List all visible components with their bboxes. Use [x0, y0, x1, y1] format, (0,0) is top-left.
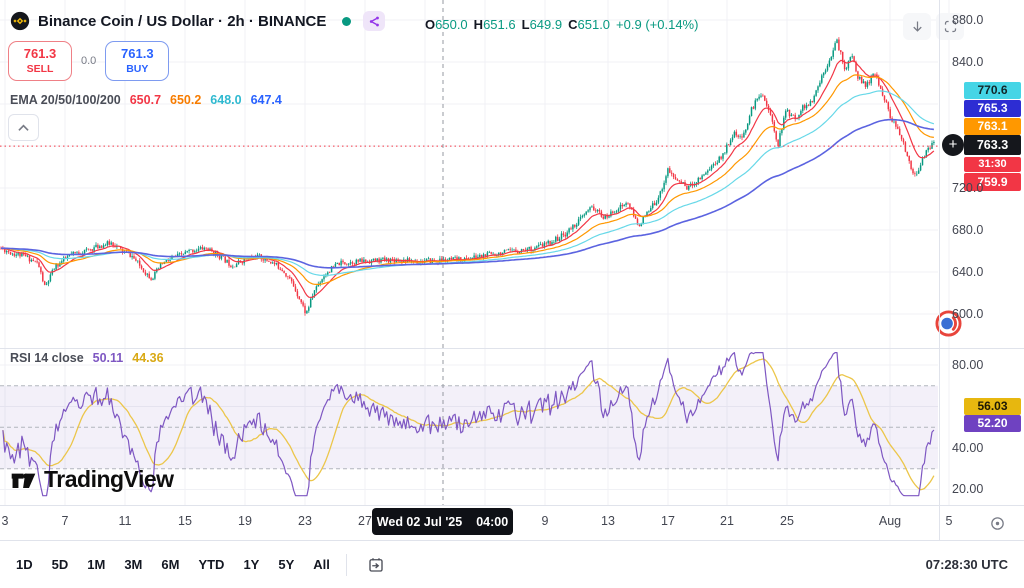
crosshair-price-badge: 763.3 [964, 135, 1021, 155]
trade-panel: 761.3 SELL 0.0 761.3 BUY [8, 41, 170, 81]
price-axis-label: 880.0 [952, 13, 984, 27]
date-range-tabs: 1D 5D 1M 3M 6M YTD 1Y 5Y All [16, 557, 330, 572]
economic-event-icon[interactable] [935, 310, 962, 337]
range-tab-5y[interactable]: 5Y [278, 557, 295, 572]
range-tab-1y[interactable]: 1Y [243, 557, 260, 572]
buy-button[interactable]: 761.3 BUY [105, 41, 170, 81]
axis-separator [0, 505, 1024, 506]
ema50-price-badge: 763.1 [964, 118, 1021, 135]
rsi-ma-badge: 56.03 [964, 398, 1021, 415]
time-axis-tick: 13 [601, 514, 615, 528]
time-axis-tick: 17 [661, 514, 675, 528]
range-tab-1m[interactable]: 1M [87, 557, 106, 572]
time-axis-tick: 23 [298, 514, 312, 528]
open-value: 650.0 [435, 17, 468, 32]
arrow-down-icon [912, 21, 922, 32]
sell-price: 761.3 [23, 46, 57, 62]
toolbar-separator [0, 540, 1024, 541]
ema-label: EMA 20/50/100/200 [10, 93, 121, 107]
watermark-text: TradingView [44, 466, 174, 492]
price-axis-label: 720.0 [952, 181, 984, 195]
range-tab-5d[interactable]: 5D [51, 557, 69, 572]
time-axis-tick: 25 [780, 514, 794, 528]
symbol-title[interactable]: Binance Coin / US Dollar · 2h · BINANCE [38, 12, 327, 30]
time-axis-tick: 9 [541, 514, 549, 528]
time-axis-tick: 19 [238, 514, 252, 528]
bar-countdown-badge: 31:30 [964, 157, 1021, 172]
ema-indicator-legend[interactable]: EMA 20/50/100/200 650.7 650.2 648.0 647.… [10, 93, 282, 107]
rsi-axis-label: 40.00 [952, 441, 984, 455]
share-chip[interactable] [363, 11, 386, 31]
symbol-header: Binance Coin / US Dollar · 2h · BINANCE [10, 11, 386, 31]
calendar-goto-icon [369, 557, 383, 572]
time-axis-tick: 27 [358, 514, 372, 528]
range-tab-1d[interactable]: 1D [16, 557, 33, 572]
share-icon [369, 16, 379, 26]
range-tab-3m[interactable]: 3M [124, 557, 143, 572]
ema20-value: 650.7 [129, 93, 162, 107]
tooltip-time: 04:00 [476, 514, 509, 529]
spread-value: 0.0 [81, 55, 97, 67]
tradingview-logo-icon [11, 473, 36, 488]
buy-price: 761.3 [121, 46, 154, 62]
ema100-value: 648.0 [210, 93, 242, 107]
tooltip-date: Wed 02 Jul '25 [376, 514, 463, 529]
collapse-legend-button[interactable] [8, 114, 39, 141]
ema100-price-badge: 770.6 [964, 82, 1021, 99]
change-value: +0.9 (+0.14%) [616, 17, 699, 32]
time-axis-tick: 3 [1, 514, 9, 528]
low-value: 649.9 [529, 17, 563, 32]
axis-settings-button[interactable] [985, 511, 1009, 535]
price-axis-label: 840.0 [952, 55, 984, 69]
maximize-pane-button[interactable] [936, 13, 964, 40]
close-value: 651.0 [577, 17, 611, 32]
ema50-value: 650.2 [170, 93, 202, 107]
utc-clock[interactable]: 07:28:30 UTC [925, 557, 1008, 572]
target-circle-icon [990, 516, 1004, 530]
scroll-to-recent-button[interactable] [903, 13, 931, 40]
rsi-label: RSI 14 close [10, 351, 84, 365]
ema200-price-badge: 765.3 [964, 100, 1021, 117]
rsi-badge: 52.20 [964, 415, 1021, 432]
tradingview-watermark: TradingView [10, 466, 174, 493]
range-tab-ytd[interactable]: YTD [198, 557, 225, 572]
market-open-dot-icon [342, 16, 352, 26]
price-axis-label: 680.0 [952, 223, 984, 237]
restore-brackets-icon [944, 20, 956, 33]
go-to-date-button[interactable] [363, 552, 389, 578]
range-tab-all[interactable]: All [313, 557, 330, 572]
last-price-badge: 759.9 [964, 173, 1021, 191]
price-scale-divider[interactable] [939, 0, 940, 540]
binance-coin-icon [10, 11, 30, 31]
time-axis-tick: 7 [61, 514, 69, 528]
time-axis-tick: 21 [720, 514, 734, 528]
sell-button[interactable]: 761.3 SELL [8, 41, 72, 81]
time-axis-tick: 5 [945, 514, 953, 528]
rsi-axis-label: 80.00 [952, 358, 984, 372]
rsi-indicator-legend[interactable]: RSI 14 close 50.11 44.36 [10, 351, 164, 365]
chart-canvas[interactable] [0, 0, 1024, 540]
rsi-value: 50.11 [92, 351, 124, 365]
range-tab-6m[interactable]: 6M [161, 557, 180, 572]
crosshair-time-tooltip: Wed 02 Jul '25 04:00 [372, 508, 513, 535]
rsi-ma-value: 44.36 [132, 351, 164, 365]
add-alert-plus-button[interactable]: + [942, 134, 964, 156]
pane-separator[interactable] [0, 348, 1024, 349]
rsi-axis-label: 20.00 [952, 482, 984, 496]
chevron-up-icon [18, 124, 29, 131]
time-axis-tick: 11 [118, 514, 132, 528]
price-axis-label: 600.0 [952, 307, 984, 321]
ohlc-readout: O650.0 H651.6 L649.9 C651.0 +0.9 (+0.14%… [425, 17, 699, 32]
bottom-toolbar: 1D 5D 1M 3M 6M YTD 1Y 5Y All 07:28:30 UTC [0, 541, 1024, 588]
time-axis-tick: 15 [178, 514, 192, 528]
ema200-value: 647.4 [250, 93, 282, 107]
high-value: 651.6 [483, 17, 516, 32]
time-axis-tick: Aug [878, 514, 902, 528]
price-axis-label: 640.0 [952, 265, 984, 279]
toolbar-divider [345, 553, 347, 576]
